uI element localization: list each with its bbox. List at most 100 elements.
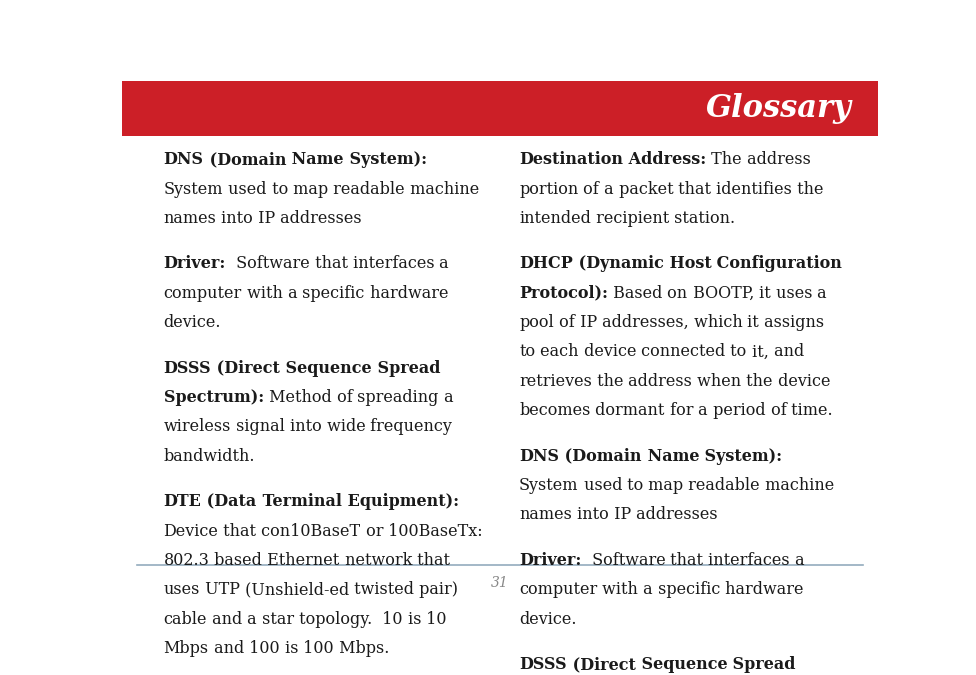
Text: that: that bbox=[309, 255, 347, 273]
Text: network: network bbox=[340, 552, 412, 569]
Text: addresses: addresses bbox=[275, 210, 362, 227]
Text: Mbps.: Mbps. bbox=[334, 640, 389, 657]
Text: with: with bbox=[242, 285, 283, 302]
Text: address: address bbox=[742, 151, 811, 168]
Text: the: the bbox=[592, 373, 624, 390]
Text: interfaces: interfaces bbox=[347, 255, 434, 273]
Text: map: map bbox=[288, 180, 328, 198]
Text: to: to bbox=[622, 477, 643, 494]
Text: readable: readable bbox=[683, 477, 760, 494]
Text: uses: uses bbox=[771, 285, 812, 302]
Text: Driver:: Driver: bbox=[519, 552, 582, 569]
Text: Terminal: Terminal bbox=[257, 493, 342, 510]
Text: that: that bbox=[673, 180, 712, 198]
Text: which: which bbox=[689, 314, 743, 331]
Text: interfaces: interfaces bbox=[704, 552, 790, 569]
Text: a: a bbox=[283, 285, 298, 302]
Text: Protocol):: Protocol): bbox=[519, 285, 608, 302]
Text: IP: IP bbox=[575, 314, 597, 331]
Text: or: or bbox=[360, 522, 384, 539]
Text: System: System bbox=[164, 180, 224, 198]
Text: cable: cable bbox=[164, 611, 207, 628]
Text: for: for bbox=[665, 402, 693, 419]
Text: signal: signal bbox=[231, 418, 285, 435]
Text: Sequence: Sequence bbox=[635, 656, 727, 673]
Text: 10: 10 bbox=[378, 611, 403, 628]
Text: topology.: topology. bbox=[294, 611, 373, 628]
Text: that: that bbox=[666, 552, 704, 569]
Text: each: each bbox=[535, 344, 579, 360]
Text: station.: station. bbox=[670, 210, 735, 227]
Text: time.: time. bbox=[787, 402, 833, 419]
Bar bbox=[122, 81, 878, 136]
Text: a: a bbox=[242, 611, 257, 628]
Text: readable: readable bbox=[328, 180, 405, 198]
Text: (Direct: (Direct bbox=[211, 360, 280, 377]
Text: bandwidth.: bandwidth. bbox=[164, 448, 255, 464]
Text: BOOTP,: BOOTP, bbox=[688, 285, 754, 302]
Text: a: a bbox=[693, 402, 708, 419]
Text: (Dynamic: (Dynamic bbox=[573, 255, 664, 273]
Text: period: period bbox=[708, 402, 765, 419]
Text: Spread: Spread bbox=[727, 656, 795, 673]
Text: specific: specific bbox=[298, 285, 365, 302]
Text: 100BaseTx:: 100BaseTx: bbox=[384, 522, 483, 539]
Text: Based: Based bbox=[608, 285, 663, 302]
Text: it,: it, bbox=[747, 344, 769, 360]
Text: when: when bbox=[692, 373, 742, 390]
Text: device.: device. bbox=[164, 314, 222, 331]
Text: Spectrum):: Spectrum): bbox=[164, 389, 264, 406]
Text: DNS: DNS bbox=[519, 448, 559, 464]
Text: and: and bbox=[209, 640, 244, 657]
Text: to: to bbox=[266, 180, 288, 198]
Text: based: based bbox=[210, 552, 263, 569]
Text: a: a bbox=[599, 180, 614, 198]
Text: frequency: frequency bbox=[365, 418, 452, 435]
Text: into: into bbox=[285, 418, 322, 435]
Text: 10: 10 bbox=[422, 611, 447, 628]
Text: Method: Method bbox=[264, 389, 332, 406]
Text: uses: uses bbox=[164, 581, 200, 598]
Text: addresses: addresses bbox=[631, 506, 717, 523]
Text: becomes: becomes bbox=[519, 402, 590, 419]
Text: a: a bbox=[434, 255, 449, 273]
Text: into: into bbox=[217, 210, 253, 227]
Text: Equipment):: Equipment): bbox=[342, 493, 459, 510]
Text: twisted: twisted bbox=[349, 581, 414, 598]
Text: retrieves: retrieves bbox=[519, 373, 592, 390]
Text: device: device bbox=[773, 373, 831, 390]
Text: device: device bbox=[579, 344, 636, 360]
Text: address: address bbox=[624, 373, 692, 390]
Text: that: that bbox=[219, 522, 257, 539]
Text: DTE: DTE bbox=[164, 493, 201, 510]
Text: hardware: hardware bbox=[365, 285, 448, 302]
Text: identifies: identifies bbox=[712, 180, 793, 198]
Text: 802.3: 802.3 bbox=[164, 552, 210, 569]
Text: addresses,: addresses, bbox=[597, 314, 689, 331]
Text: of: of bbox=[579, 180, 599, 198]
Text: DSSS: DSSS bbox=[519, 656, 567, 673]
Text: IP: IP bbox=[609, 506, 631, 523]
Text: machine: machine bbox=[760, 477, 834, 494]
Text: (Data: (Data bbox=[201, 493, 257, 510]
Text: wireless: wireless bbox=[164, 418, 231, 435]
Text: star: star bbox=[257, 611, 294, 628]
Text: Sequence: Sequence bbox=[280, 360, 372, 377]
Text: a: a bbox=[439, 389, 453, 406]
Text: of: of bbox=[332, 389, 352, 406]
Text: (Direct: (Direct bbox=[567, 656, 635, 673]
Text: a: a bbox=[638, 581, 653, 598]
Text: Address:: Address: bbox=[623, 151, 707, 168]
Text: used: used bbox=[224, 180, 266, 198]
Text: computer: computer bbox=[519, 581, 597, 598]
Text: Name: Name bbox=[286, 151, 344, 168]
Text: into: into bbox=[572, 506, 609, 523]
Text: Destination: Destination bbox=[519, 151, 623, 168]
Text: Driver:: Driver: bbox=[164, 255, 226, 273]
Text: device.: device. bbox=[519, 611, 577, 628]
Text: UTP: UTP bbox=[200, 581, 240, 598]
Text: Name: Name bbox=[641, 448, 699, 464]
Text: assigns: assigns bbox=[759, 314, 825, 331]
Text: used: used bbox=[579, 477, 622, 494]
Text: the: the bbox=[742, 373, 773, 390]
